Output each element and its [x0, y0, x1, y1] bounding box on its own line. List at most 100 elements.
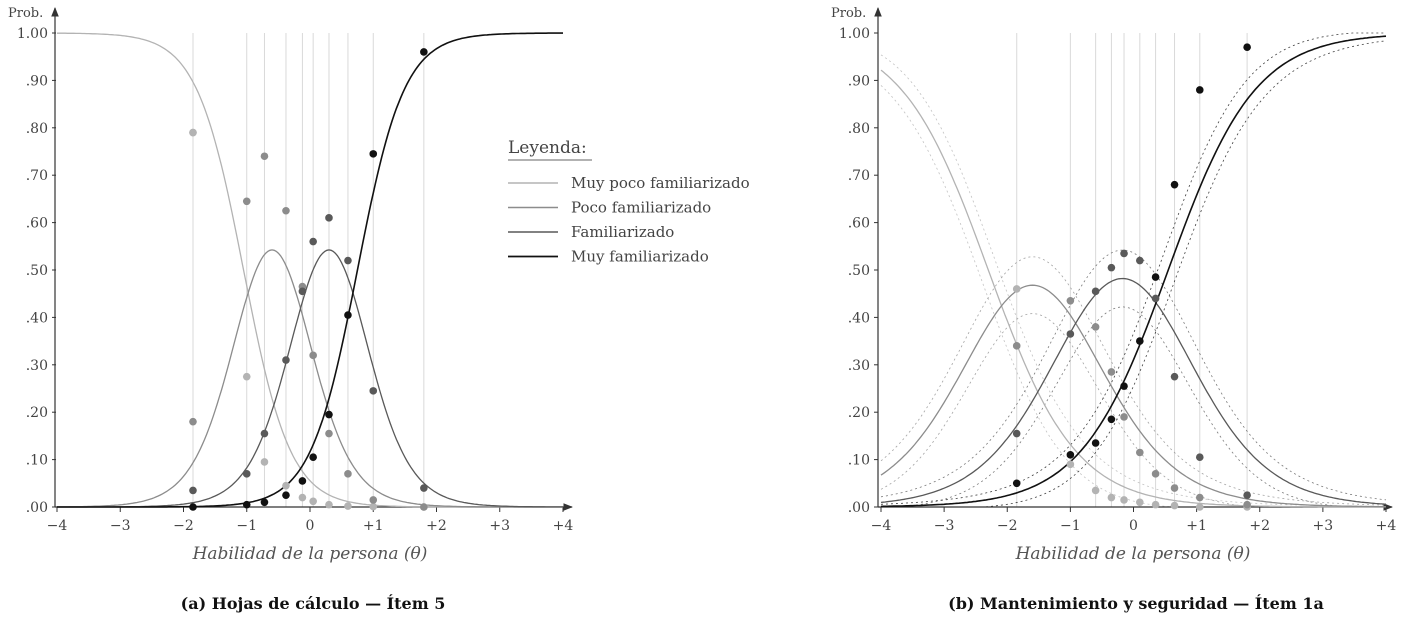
- chart-a-point: [309, 351, 317, 360]
- chart-a-curves: [57, 32, 563, 508]
- chart-b-point: [1195, 453, 1204, 462]
- chart-a-point: [420, 484, 428, 492]
- chart-b-point: [1195, 503, 1204, 511]
- chart-b-y-tick-label: .10: [848, 453, 870, 469]
- chart-a-point: [298, 493, 307, 502]
- chart-a-point: [325, 410, 333, 419]
- chart-a-point: [282, 491, 290, 499]
- chart-b-axes: [874, 7, 1393, 511]
- chart-b-x-ticks: −4 −3 −2 −1 0 +1 +2 +3 +4: [871, 507, 1397, 534]
- chart-a: −4 −3 −2 −1 0 +1 +2 +3 +4 .00 .10 .20 .30 .40 .50 .60.…: [8, 6, 750, 613]
- chart-a-point: [344, 502, 352, 510]
- chart-a-point: [242, 197, 251, 206]
- chart-b-curve-2: [880, 277, 1387, 505]
- chart-b-caption: (b) Mantenimiento y seguridad — Ítem 1a: [948, 593, 1324, 613]
- chart-b-x-tick-label: +1: [1186, 518, 1207, 534]
- chart-a-point: [325, 214, 333, 222]
- chart-a-y-tick-label: .20: [26, 405, 48, 421]
- chart-a-point: [309, 497, 317, 506]
- chart-b-curve-0: [880, 69, 1386, 508]
- chart-b-point: [1107, 368, 1116, 376]
- chart-b-band-2: [880, 249, 1387, 501]
- chart-b-point: [1120, 382, 1128, 390]
- chart-b-point: [1136, 256, 1144, 265]
- chart-b-points: [1012, 43, 1251, 511]
- chart-a-y-tick-label: .00: [26, 500, 48, 516]
- chart-a-point: [282, 356, 290, 364]
- chart-a-y-tick-label: .40: [26, 310, 48, 326]
- chart-a-point: [309, 237, 317, 246]
- chart-b-point: [1151, 273, 1160, 281]
- chart-a-x-tick-label: −2: [173, 518, 194, 534]
- chart-b-y-tick-label: .90: [848, 73, 870, 89]
- chart-a-point: [189, 486, 197, 495]
- chart-b-band-3: [881, 40, 1387, 508]
- chart-b-point: [1170, 501, 1179, 510]
- chart-b-point: [1091, 486, 1100, 495]
- chart-b-point: [1136, 448, 1144, 457]
- chart-a-x-tick-label: +4: [553, 518, 574, 534]
- chart-b-point: [1066, 460, 1075, 469]
- chart-b-curves: [880, 35, 1387, 508]
- chart-b-point: [1136, 337, 1144, 345]
- chart-b-curve-3: [880, 35, 1387, 508]
- legend-entries: Muy poco familiarizado Poco familiarizado…: [508, 174, 750, 266]
- chart-a-point: [369, 387, 378, 395]
- chart-b-point: [1012, 479, 1021, 488]
- chart-b-y-tick-label: .40: [848, 310, 870, 326]
- chart-a-y-tick-label: .30: [26, 358, 48, 374]
- chart-a-point: [282, 206, 290, 215]
- chart-b-point: [1066, 297, 1075, 305]
- chart-b-x-tick-label: −2: [997, 518, 1018, 534]
- chart-a-x-tick-label: −1: [236, 518, 257, 534]
- chart-a-point: [189, 417, 197, 426]
- chart-b-point: [1151, 500, 1160, 509]
- chart-a-point: [369, 496, 378, 504]
- chart-b-point: [1120, 496, 1128, 504]
- chart-b-x-tick-label: −4: [871, 518, 892, 534]
- chart-a-y-ticks: .00 .10 .20 .30 .40 .50 .60 .70 .80 .90 1.00: [17, 26, 56, 516]
- chart-b-point: [1151, 294, 1160, 303]
- chart-b-point: [1012, 285, 1021, 293]
- chart-a-point: [344, 311, 352, 319]
- chart-b-x-tick-label: −3: [934, 518, 955, 534]
- chart-a-x-tick-label: +2: [426, 518, 447, 534]
- chart-a-x-label: Habilidad de la persona (θ): [192, 544, 428, 564]
- chart-b-band-1: [880, 313, 1386, 508]
- chart-a-y-tick-label: .90: [26, 73, 48, 89]
- chart-a-x-ticks: −4 −3 −2 −1 0 +1 +2 +3 +4: [47, 507, 574, 534]
- chart-b-x-tick-label: 0: [1129, 518, 1138, 534]
- chart-b-x-tick-label: +4: [1376, 518, 1397, 534]
- chart-a-point: [242, 500, 251, 509]
- chart-b-band-0: [880, 85, 1386, 508]
- chart-b-point: [1107, 263, 1116, 272]
- chart-a-y-tick-label: .80: [26, 121, 48, 137]
- chart-b-point: [1012, 429, 1021, 438]
- legend-entry: Poco familiarizado: [571, 199, 711, 217]
- chart-a-point: [325, 429, 333, 438]
- chart-a-point: [260, 152, 269, 161]
- chart-b-point: [1170, 484, 1179, 492]
- chart-b-band-2: [881, 306, 1386, 508]
- chart-b-curve-1: [880, 284, 1387, 508]
- chart-a-point: [260, 498, 269, 507]
- chart-a-point: [260, 458, 269, 466]
- chart-b-point: [1195, 86, 1204, 94]
- chart-a-curve-1: [57, 249, 563, 508]
- chart-a-point: [344, 256, 352, 265]
- chart-a-caption: (a) Hojas de cálculo — Ítem 5: [181, 593, 446, 613]
- chart-b-point: [1170, 180, 1179, 189]
- chart-b-point: [1120, 413, 1128, 421]
- chart-b-point: [1012, 342, 1021, 350]
- chart-b-x-tick-label: +2: [1249, 518, 1270, 534]
- chart-b-point: [1136, 498, 1144, 507]
- chart-a-curve-3: [57, 32, 563, 508]
- chart-b-point: [1243, 500, 1251, 509]
- legend-entry: Muy familiarizado: [571, 248, 709, 266]
- chart-a-point: [189, 128, 197, 137]
- chart-b-y-tick-label: .20: [848, 405, 870, 421]
- chart-a-point: [420, 503, 428, 511]
- chart-b-y-tick-label: .60: [848, 216, 870, 232]
- legend-title: Leyenda:: [508, 138, 587, 158]
- chart-a-x-tick-label: −4: [47, 518, 68, 534]
